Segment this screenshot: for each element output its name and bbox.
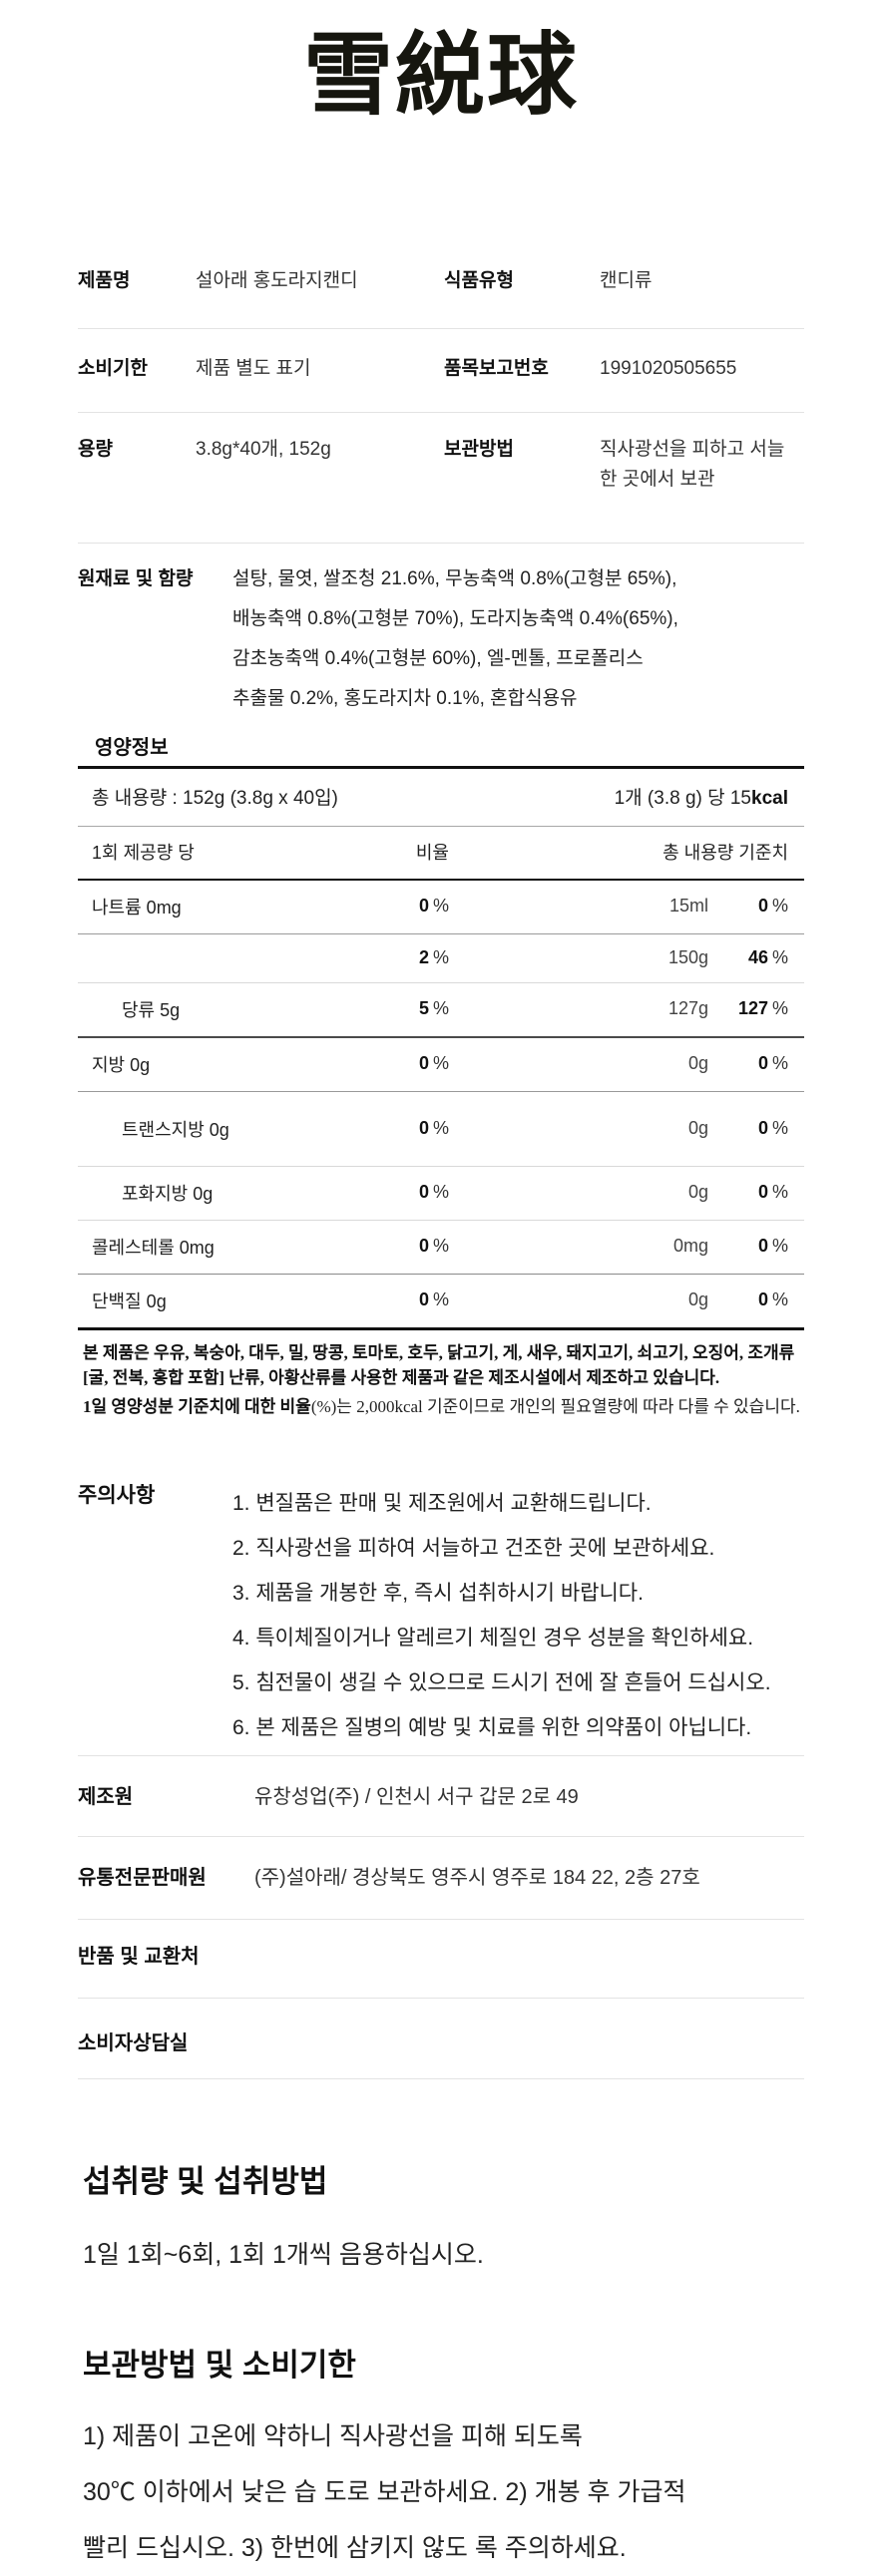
ingredients-line: 배농축액 0.8%(고형분 70%), 도라지농축액 0.4%(65%), <box>232 607 678 629</box>
ingredients-line: 추출물 0.2%, 홍도라지차 0.1%, 혼합식용유 <box>232 687 578 709</box>
table-row: 용량 3.8g*40개, 152g 보관방법 직사광선을 피하고 서늘한 곳에서… <box>78 413 804 544</box>
report-number-label: 품목보고번호 <box>444 357 549 379</box>
manufacturer-row: 제조원 유창성업(주) / 인천시 서구 갑문 2로 49 <box>78 1754 804 1836</box>
nutrition-row-sodium: 나트륨 0mg 0% 15ml 0% <box>78 881 804 934</box>
volume-value: 3.8g*40개, 152g <box>196 438 331 460</box>
storage-line: 30℃ 이하에서 낮은 습 도로 보관하세요. 2) 개봉 후 가급적 <box>83 2477 686 2506</box>
product-name-label: 제품명 <box>78 269 131 291</box>
per-piece-kcal: 1개 (3.8 g) 당 15kcal <box>614 787 788 809</box>
allergen-note: 본 제품은 우유, 복숭아, 대두, 밀, 땅콩, 토마토, 호두, 닭고기, … <box>83 1342 795 1387</box>
caution-item: 2. 직사광선을 피하여 서늘하고 건조한 곳에 보관하세요. <box>232 1536 715 1560</box>
storage-heading: 보관방법 및 소비기한 <box>83 2347 356 2383</box>
ingredients-line: 감초농축액 0.4%(고형분 60%), 엘-멘톨, 프로폴리스 <box>232 647 644 669</box>
distributor-row: 유통전문판매원 (주)설아래/ 경상북도 영주시 영주로 184 22, 2층 … <box>78 1835 804 1919</box>
nutrition-row-cholesterol: 콜레스테롤 0mg 0% 0mg 0% <box>78 1221 804 1275</box>
product-info-table: 제품명 설아래 홍도라지캔디 식품유형 캔디류 소비기한 제품 별도 표기 품목… <box>78 256 804 544</box>
food-type-label: 식품유형 <box>444 269 514 291</box>
caution-item: 1. 변질품은 판매 및 제조원에서 교환해드립니다. <box>232 1491 652 1515</box>
table-row: 제품명 설아래 홍도라지캔디 식품유형 캔디류 <box>78 256 804 329</box>
daily-value-note: 1일 영양성분 기준치에 대한 비율(%)는 2,000kcal 기준이므로 개… <box>83 1396 800 1416</box>
nutrition-row-satfat: 포화지방 0g 0% 0g 0% <box>78 1167 804 1221</box>
nutrition-header-row: 1회 제공량 당 비율 총 내용량 기준치 <box>78 827 804 881</box>
nutrition-row-transfat: 트랜스지방 0g 0% 0g 0% <box>78 1092 804 1167</box>
ingredients-line: 설탕, 물엿, 쌀조청 21.6%, 무농축액 0.8%(고형분 65%), <box>232 567 677 589</box>
caution-item: 4. 특이체질이거나 알레르기 체질인 경우 성분을 확인하세요. <box>232 1626 754 1650</box>
storage-body: 1) 제품이 고온에 약하니 직사광선을 피해 되도록 30℃ 이하에서 낮은 … <box>83 2408 804 2576</box>
intake-heading: 섭취량 및 섭취방법 <box>83 2163 328 2199</box>
nutrition-row-protein: 단백질 0g 0% 0g 0% <box>78 1275 804 1330</box>
ingredients-label: 원재료 및 함량 <box>78 567 194 589</box>
col-header-ratio: 비율 <box>415 842 449 863</box>
expiry-value: 제품 별도 표기 <box>196 357 311 379</box>
cautions-list: 1. 변질품은 판매 및 제조원에서 교환해드립니다. 2. 직사광선을 피하여… <box>232 1473 804 1750</box>
nutrition-row-fat: 지방 0g 0% 0g 0% <box>78 1038 804 1092</box>
nutrition-table: 총 내용량 : 152g (3.8g x 40입) 1개 (3.8 g) 당 1… <box>78 765 804 1330</box>
return-exchange-row: 반품 및 교환처 <box>78 1918 804 1998</box>
storage-line: 빨리 드십시오. 3) 한번에 삼키지 않도 록 주의하세요. <box>83 2533 627 2562</box>
storage-line: 1) 제품이 고온에 약하니 직사광선을 피해 되도록 <box>83 2421 583 2450</box>
caution-item: 5. 침전물이 생길 수 있으므로 드시기 전에 잘 흔들어 드십시오. <box>232 1670 771 1694</box>
cautions-section: 주의사항 1. 변질품은 판매 및 제조원에서 교환해드립니다. 2. 직사광선… <box>78 1473 804 1750</box>
nutrition-title: 영양정보 <box>95 736 169 759</box>
consumer-center-row: 소비자상담실 <box>78 1997 804 2079</box>
col-header-total: 총 내용량 기준치 <box>662 842 788 863</box>
cautions-label: 주의사항 <box>78 1483 156 1507</box>
nutrition-notes: 본 제품은 우유, 복숭아, 대두, 밀, 땅콩, 토마토, 호두, 닭고기, … <box>83 1340 804 1419</box>
expiry-label: 소비기한 <box>78 357 148 379</box>
intake-body: 1일 1회~6회, 1회 1개씩 음용하십시오. <box>83 2240 484 2269</box>
product-name-value: 설아래 홍도라지캔디 <box>196 269 358 291</box>
total-content-label: 총 내용량 : 152g (3.8g x 40입) <box>92 787 338 809</box>
maker-info-table: 제조원 유창성업(주) / 인천시 서구 갑문 2로 49 유통전문판매원 (주… <box>78 1754 804 2079</box>
caution-item: 6. 본 제품은 질병의 예방 및 치료를 위한 의약품이 아닙니다. <box>232 1715 752 1739</box>
storage-value: 직사광선을 피하고 서늘한 곳에서 보관 <box>600 438 785 490</box>
food-type-value: 캔디류 <box>600 269 653 291</box>
ingredients-value: 설탕, 물엿, 쌀조청 21.6%, 무농축액 0.8%(고형분 65%), 배… <box>232 559 804 719</box>
storage-section: 보관방법 및 소비기한 1) 제품이 고온에 약하니 직사광선을 피해 되도록 … <box>83 2345 804 2576</box>
intake-section: 섭취량 및 섭취방법 1일 1회~6회, 1회 1개씩 음용하십시오. <box>83 2161 804 2275</box>
ingredients-section: 원재료 및 함량 설탕, 물엿, 쌀조청 21.6%, 무농축액 0.8%(고형… <box>78 559 804 719</box>
col-header-serving: 1회 제공량 당 <box>92 842 195 863</box>
storage-label: 보관방법 <box>444 438 514 460</box>
nutrition-total-row: 총 내용량 : 152g (3.8g x 40입) 1개 (3.8 g) 당 1… <box>78 769 804 827</box>
table-row: 소비기한 제품 별도 표기 품목보고번호 1991020505655 <box>78 329 804 413</box>
report-number-value: 1991020505655 <box>600 357 737 379</box>
volume-label: 용량 <box>78 438 113 460</box>
nutrition-row-carb: 2% 150g 46% <box>78 934 804 983</box>
caution-item: 3. 제품을 개봉한 후, 즉시 섭취하시기 바랍니다. <box>232 1581 644 1605</box>
brand-logo: 雪綐球 <box>303 27 579 126</box>
nutrition-row-sugars: 당류 5g 5% 127g 127% <box>78 983 804 1038</box>
